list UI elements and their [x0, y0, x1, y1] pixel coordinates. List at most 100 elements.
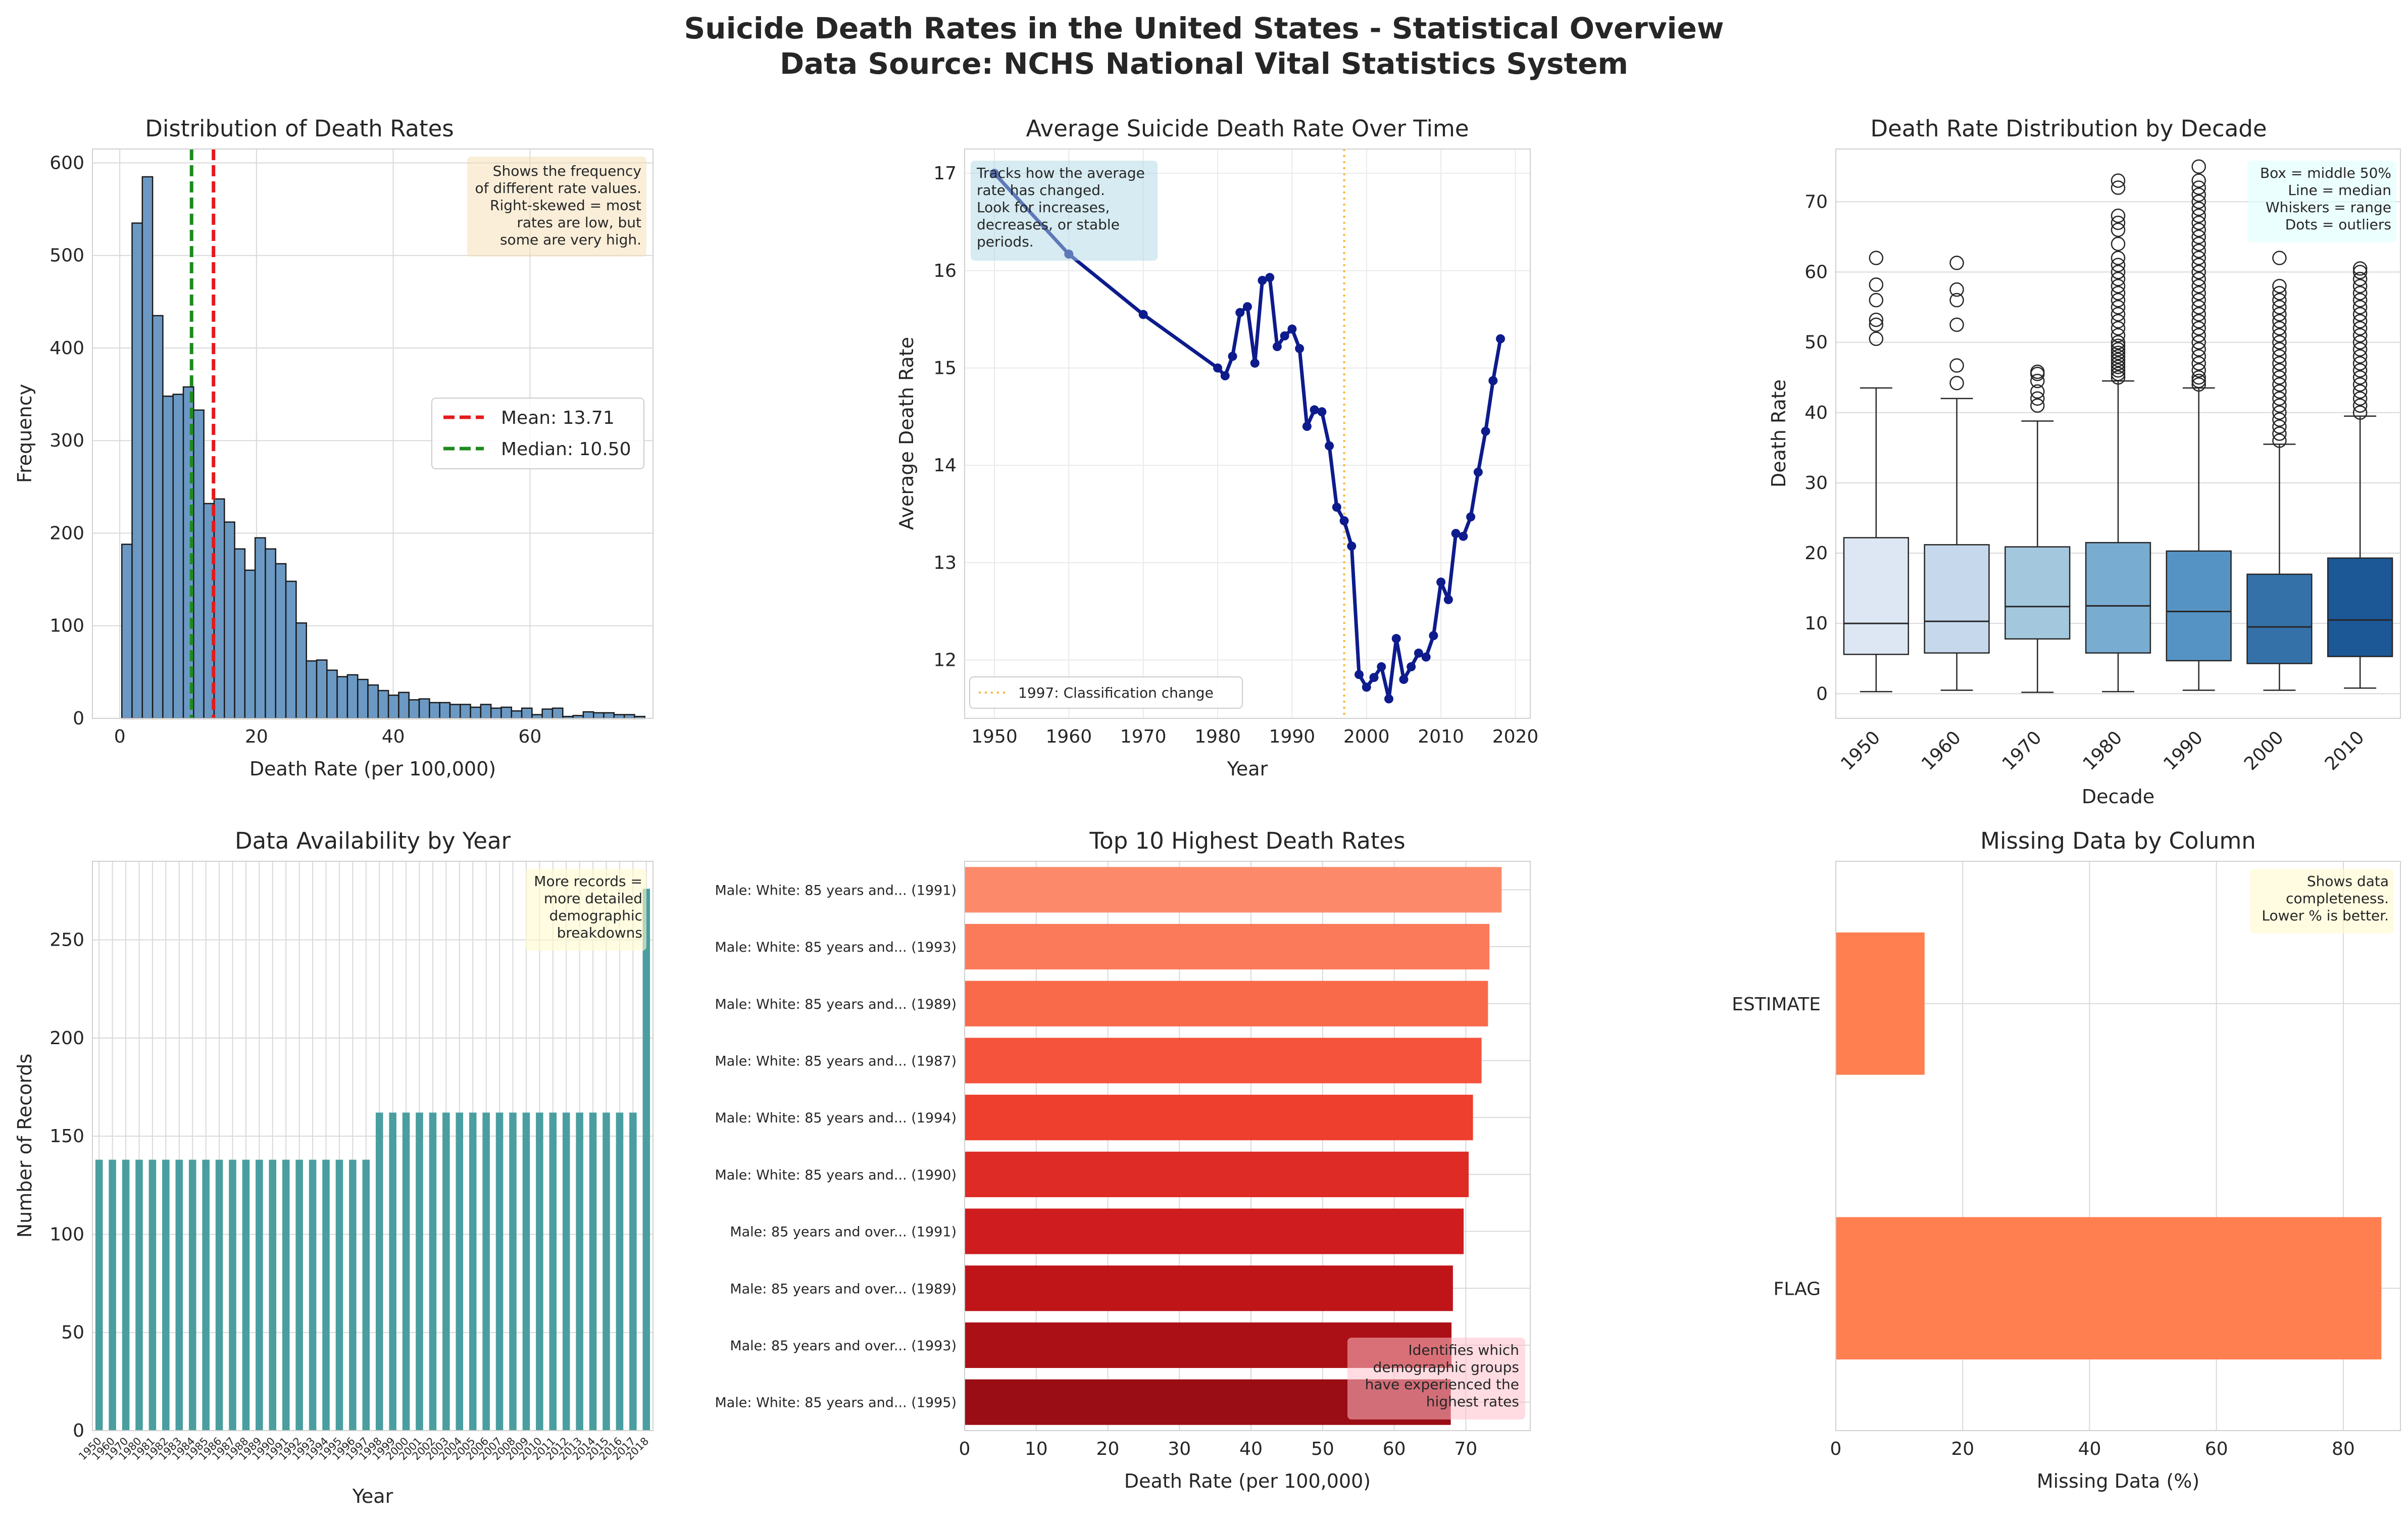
outlier-point — [2111, 285, 2126, 301]
x-tick-label: 1970 — [1120, 726, 1167, 747]
outlier-point — [2030, 364, 2045, 379]
y-tick-label: 30 — [1804, 473, 1828, 494]
outlier-point — [2191, 187, 2206, 202]
panel-boxplot-ylabel: Death Rate — [1768, 379, 1790, 487]
x-tick-label: 30 — [1168, 1439, 1191, 1459]
outlier-point — [2352, 363, 2368, 378]
outlier-point — [2111, 180, 2126, 195]
outlier-point — [2111, 279, 2126, 293]
outlier-point — [2111, 292, 2126, 308]
y-tick-label: 50 — [61, 1323, 84, 1343]
note-line: Right-skewed = most — [490, 197, 641, 214]
availability-bar — [629, 1112, 637, 1431]
panel-top10-xlabel: Death Rate (per 100,000) — [1124, 1470, 1371, 1492]
histogram-bar — [398, 692, 410, 719]
y-tick-label: 40 — [1804, 403, 1828, 423]
histogram-bar — [336, 676, 348, 719]
top10-bar — [965, 1265, 1453, 1311]
outlier-point — [2191, 279, 2206, 293]
outlier-point — [1869, 251, 1884, 265]
data-point — [1250, 358, 1260, 368]
panel-boxplot-note: Box = middle 50% Line = median Whiskers … — [2247, 161, 2396, 242]
data-point — [1414, 648, 1423, 658]
availability-bar — [242, 1159, 250, 1431]
x-tick-label: 2010 — [1418, 726, 1464, 747]
y-tick-label: 50 — [1804, 332, 1828, 353]
histogram-bar — [460, 704, 471, 719]
panel-missing: Missing Data by Column 0 20 40 60 80 ESTIMATE… — [1732, 827, 2401, 1492]
availability-bar — [522, 1112, 530, 1431]
outlier-point — [2191, 194, 2206, 209]
outlier-point — [2352, 398, 2368, 413]
outlier-point — [2111, 335, 2126, 350]
outlier-point — [2030, 398, 2045, 413]
note-line: of different rate values. — [475, 180, 641, 197]
histogram-bar — [521, 707, 533, 719]
data-point — [1332, 502, 1341, 512]
outlier-point — [2111, 307, 2126, 322]
histogram-bar — [162, 396, 174, 719]
histogram-bar — [213, 498, 225, 719]
outlier-point — [2111, 353, 2126, 367]
y-tick-label: Male: White: 85 years and... (1995) — [715, 1395, 957, 1411]
outlier-point — [2111, 321, 2126, 336]
availability-bar — [162, 1159, 170, 1431]
outlier-point — [2111, 370, 2126, 385]
x-tick-label: 2020 — [1492, 726, 1539, 747]
histogram-bar — [224, 521, 235, 719]
y-tick-label: 70 — [1804, 191, 1828, 212]
data-point — [1362, 682, 1371, 692]
availability-bar — [362, 1159, 370, 1431]
outlier-point — [1949, 358, 1964, 373]
outlier-point — [2352, 335, 2368, 350]
y-tick-label: 15 — [933, 358, 957, 378]
availability-bar — [469, 1112, 477, 1431]
y-tick-label: Male: White: 85 years and... (1987) — [715, 1053, 957, 1069]
histogram-bar — [234, 548, 246, 719]
outlier-point — [2191, 335, 2206, 350]
note-line: some are very high. — [500, 231, 641, 248]
availability-bar — [562, 1112, 570, 1431]
availability-bar — [389, 1112, 396, 1431]
outlier-point — [2111, 222, 2126, 237]
outlier-point — [2191, 258, 2206, 272]
outlier-point — [2352, 292, 2368, 308]
x-tick-label: 60 — [1383, 1439, 1406, 1459]
panel-distribution-title: Distribution of Death Rates — [145, 115, 454, 142]
y-tick-label: FLAG — [1774, 1279, 1821, 1299]
outlier-point — [2272, 405, 2287, 420]
x-tick-label: 20 — [245, 726, 268, 747]
data-point — [1287, 324, 1297, 334]
availability-bar — [536, 1112, 543, 1431]
y-tick-label: 12 — [933, 650, 957, 670]
outlier-point — [2191, 363, 2206, 378]
x-tick-label: 1980 — [1194, 726, 1241, 747]
outlier-point — [2111, 314, 2126, 329]
box — [2327, 557, 2393, 657]
panel-availability-note: More records = more detailed demographic… — [525, 869, 646, 951]
note-line: More records = — [534, 873, 642, 890]
x-tick-label: 2000 — [1343, 726, 1390, 747]
histogram-bar — [623, 714, 635, 719]
y-tick-label: Male: White: 85 years and... (1994) — [715, 1110, 957, 1126]
y-tick-label: 13 — [933, 553, 957, 573]
outlier-point — [2272, 279, 2287, 293]
availability-bar — [148, 1159, 157, 1431]
outlier-point — [2111, 342, 2126, 357]
outlier-point — [2272, 412, 2287, 427]
outlier-point — [1949, 282, 1964, 297]
outlier-point — [2272, 391, 2287, 406]
outlier-point — [2272, 321, 2287, 336]
y-tick-label: Male: 85 years and over... (1989) — [730, 1281, 957, 1297]
availability-bar — [416, 1112, 423, 1431]
histogram-bar — [295, 622, 307, 719]
y-tick-label: ESTIMATE — [1732, 994, 1821, 1015]
x-tick-label: 1950 — [971, 726, 1018, 747]
outlier-point — [2352, 342, 2368, 357]
availability-bar — [135, 1159, 143, 1431]
y-tick-label: 14 — [933, 455, 957, 476]
availability-bar — [442, 1112, 450, 1431]
data-point — [1466, 512, 1476, 522]
y-tick-label: 60 — [1804, 262, 1828, 282]
